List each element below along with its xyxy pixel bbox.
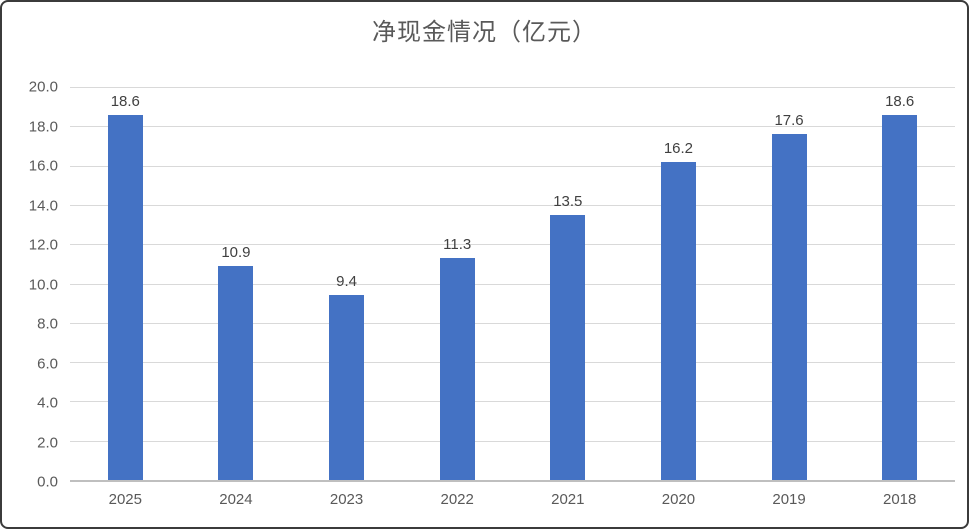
bar [107,114,143,480]
gridline [70,244,955,246]
bar-value-label: 17.6 [774,112,804,130]
x-tick-label: 2018 [883,491,917,508]
bar-slot: 11.3 [402,87,513,480]
bar [439,257,475,480]
x-tick-label: 2021 [551,491,585,508]
bar-slot: 9.4 [291,87,402,480]
x-tick-label: 2020 [661,491,696,508]
gridline [70,165,955,167]
bar-slot: 18.6 [70,87,181,480]
gridline [70,87,955,88]
gridline [70,126,955,128]
gridline [70,283,955,285]
bar-slot: 18.6 [844,87,955,480]
chart-body: 20.0 18.0 16.0 14.0 12.0 10.0 8.0 6.0 4.0 2.0 0.0 … [10,79,955,508]
gridline [70,401,955,403]
y-tick-label: 14.0 [28,197,58,214]
gridline [70,204,955,206]
bar-value-label: 10.9 [221,243,251,261]
bar [218,265,254,480]
bar-value-label: 18.6 [110,92,140,110]
x-tick-label: 2024 [219,491,253,508]
plot-area: 18.6 10.9 9.4 11.3 13.5 16.2 17.6 18.6 [70,87,955,482]
y-tick-label: 18.0 [28,118,58,135]
x-tick-label: 2019 [772,491,806,508]
bar-slot: 10.9 [181,87,292,480]
y-tick-label: 12.0 [28,236,58,254]
bar-slot: 13.5 [513,87,624,480]
bar-value-label: 9.4 [336,273,357,291]
y-tick-label: 0.0 [37,473,58,491]
gridline [70,362,955,364]
chart-title: 净现金情况（亿元） [372,19,597,46]
x-tick-label: 2025 [108,491,142,508]
x-tick-label: 2023 [329,491,364,508]
y-tick-label: 10.0 [28,276,58,293]
bar [882,114,918,480]
x-axis: 2025 2024 2023 2022 2021 2020 2019 2018 [70,482,955,508]
bar-value-label: 16.2 [663,139,694,157]
bar [771,134,807,480]
y-tick-label: 4.0 [37,394,58,412]
y-tick-label: 2.0 [37,434,58,451]
bar [329,295,365,480]
gridline [70,440,955,442]
bar-value-label: 11.3 [443,235,472,253]
bar-value-label: 13.5 [553,192,583,210]
bar-slot: 16.2 [623,87,734,480]
y-tick-label: 6.0 [37,355,58,372]
bar-value-label: 18.6 [885,92,915,110]
bar [660,161,696,480]
y-axis: 20.0 18.0 16.0 14.0 12.0 10.0 8.0 6.0 4.0 2.0 0.0 [10,79,70,491]
gridline [70,322,955,324]
y-tick-label: 20.0 [28,78,58,96]
y-tick-label: 16.0 [28,157,58,175]
y-tick-label: 8.0 [37,315,58,333]
bar-slot: 17.6 [734,87,845,480]
bar [550,214,586,480]
x-tick-label: 2022 [440,491,474,508]
